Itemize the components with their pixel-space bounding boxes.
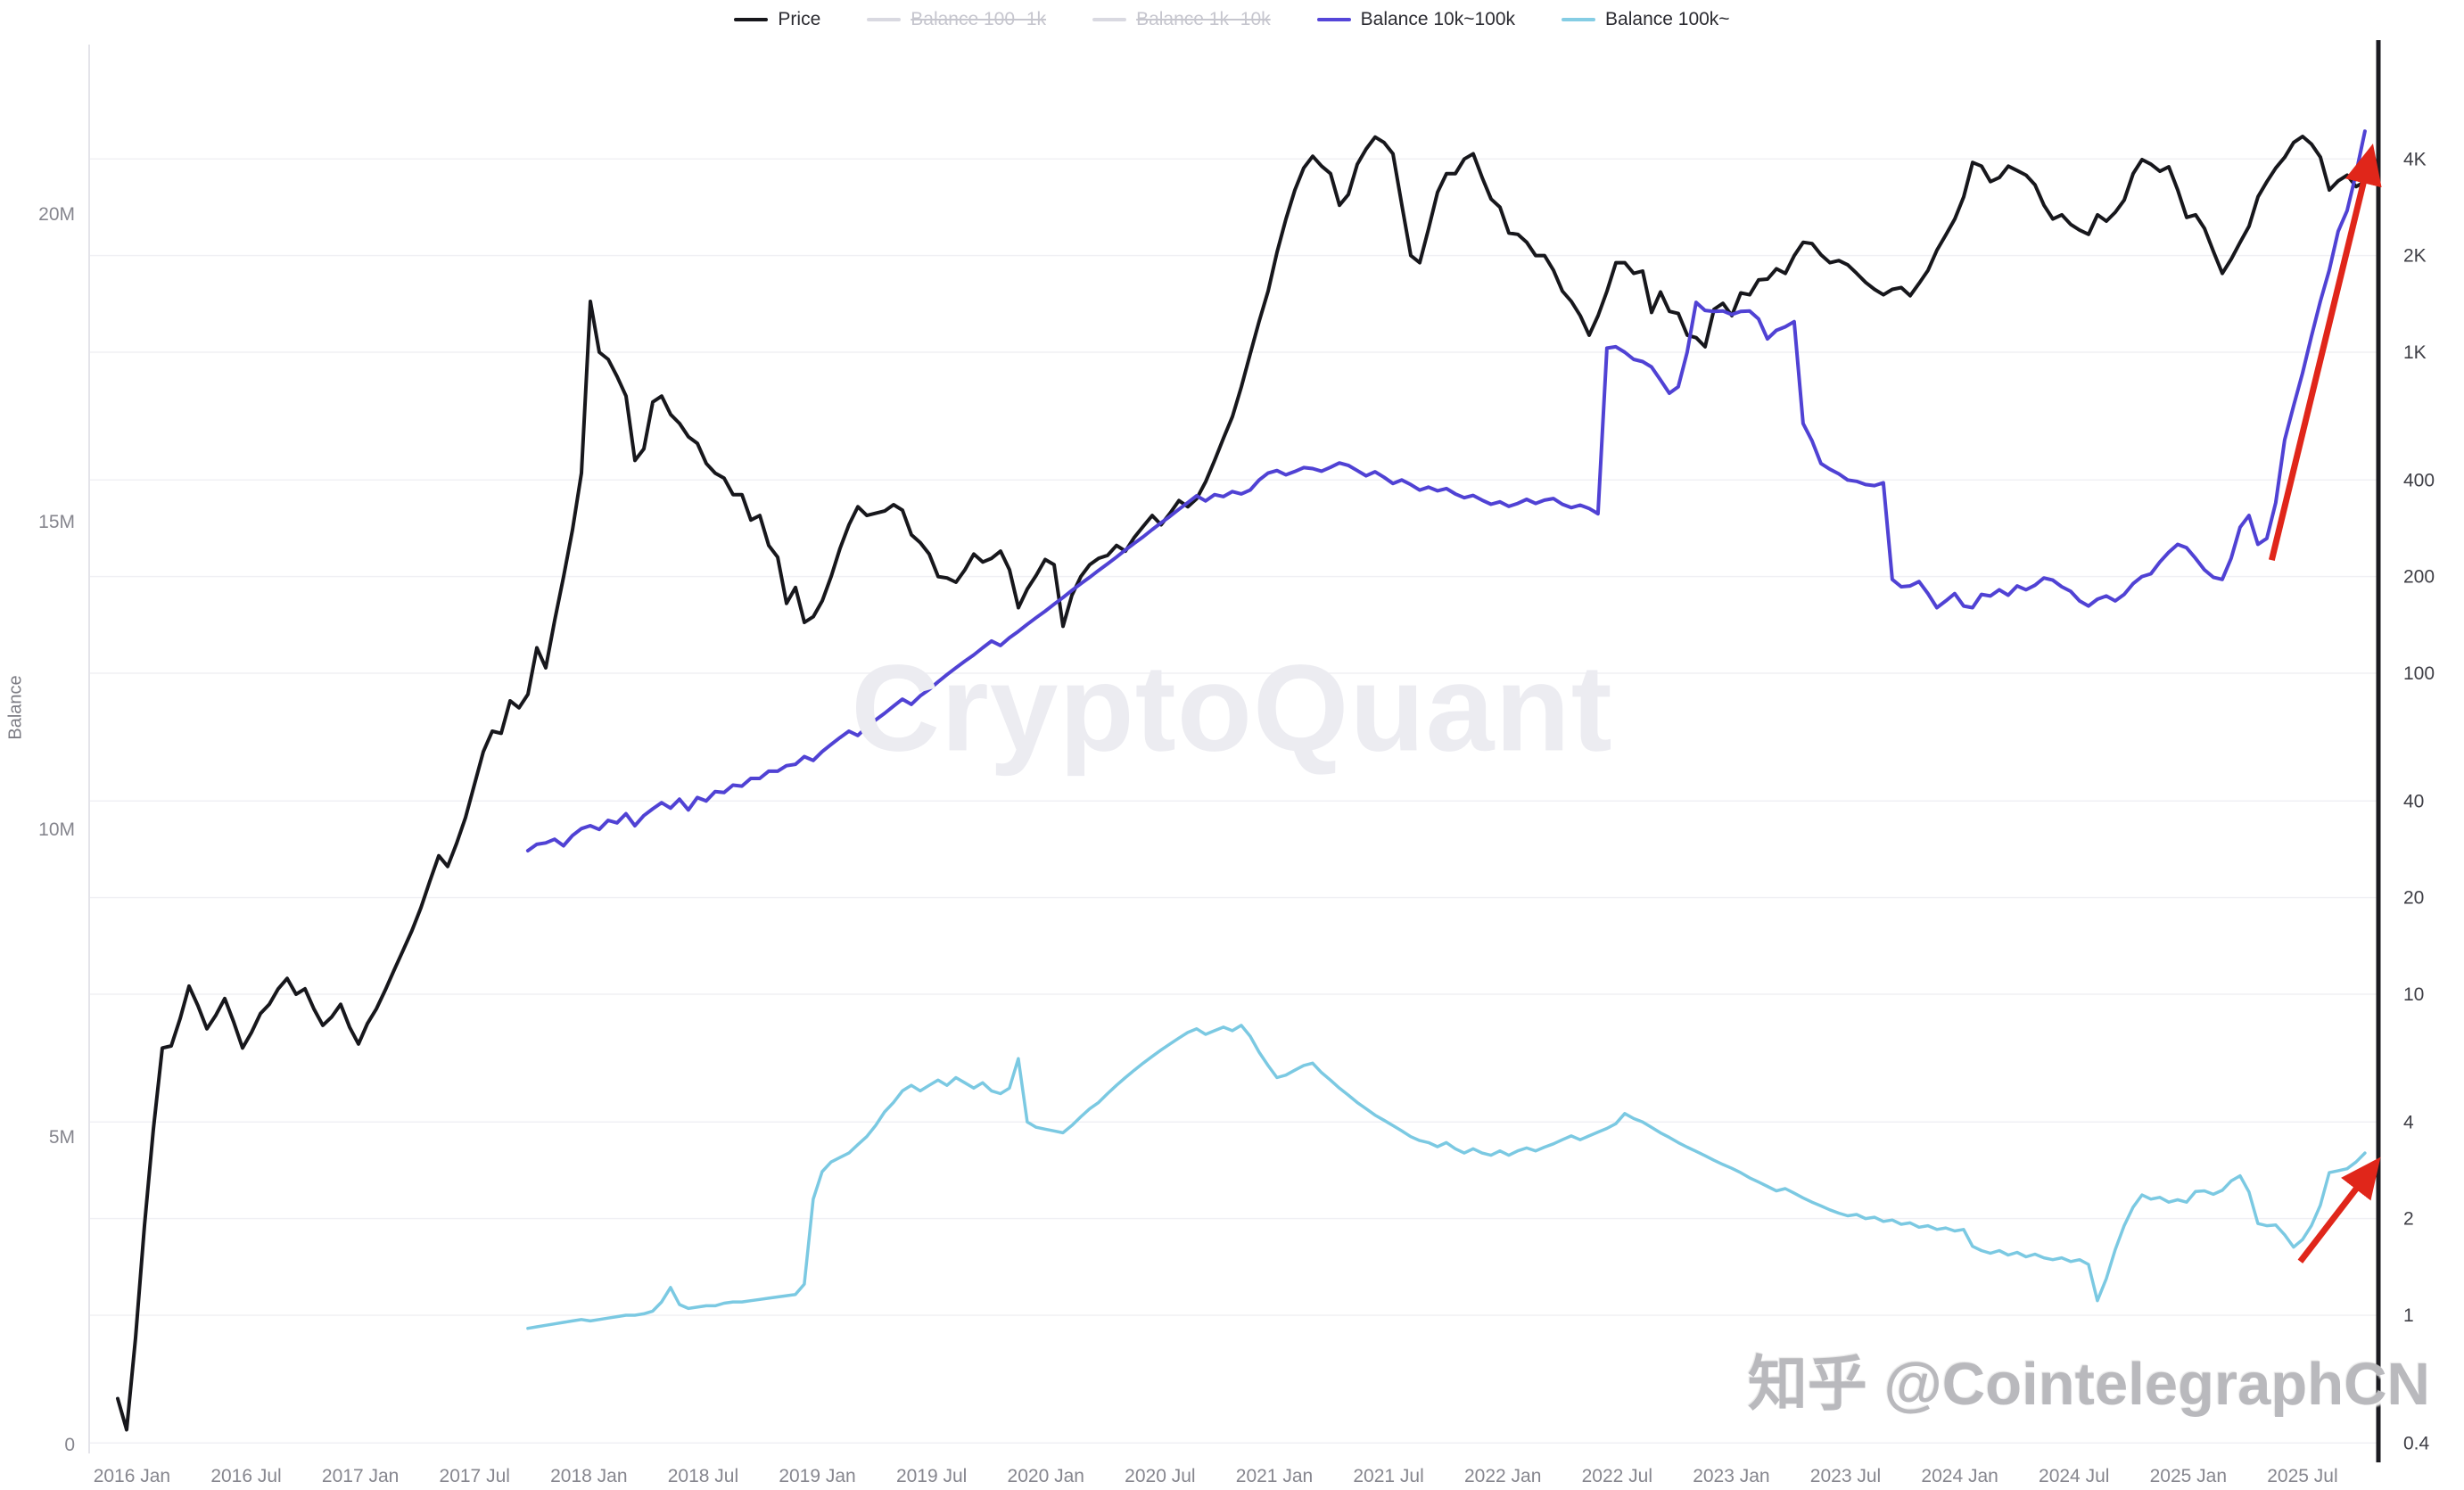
- x-tick-label: 2016 Jan: [94, 1466, 170, 1486]
- legend-label-balance-100-1k: Balance 100 -1k: [911, 9, 1047, 29]
- x-tick-label: 2025 Jul: [2267, 1466, 2337, 1486]
- legend-swatch-balance-1k-10k: [1092, 18, 1127, 21]
- x-tick-label: 2021 Jan: [1236, 1466, 1313, 1486]
- series-line-balance-10k-100k[interactable]: [525, 129, 2367, 852]
- x-tick-label: 2019 Jan: [779, 1466, 855, 1486]
- x-tick-label: 2020 Jan: [1008, 1466, 1084, 1486]
- y-tick-label-left: 0: [64, 1435, 75, 1455]
- x-tick-label: 2018 Jul: [668, 1466, 738, 1486]
- y-tick-label-left: 10M: [38, 819, 75, 840]
- x-tick-label: 2018 Jan: [550, 1466, 627, 1486]
- legend-item-balance-10k-100k[interactable]: Balance 10k~100k: [1316, 9, 1516, 30]
- x-tick-label: 2025 Jan: [2150, 1466, 2227, 1486]
- y-tick-label-right: 400: [2403, 470, 2435, 490]
- x-tick-label: 2022 Jan: [1464, 1466, 1541, 1486]
- x-tick-label: 2023 Jan: [1693, 1466, 1769, 1486]
- left-axis-labels: 20M 15M 10M 5M 0: [38, 204, 75, 1455]
- legend-label-price: Price: [778, 9, 821, 29]
- legend-label-balance-1k-10k: Balance 1k -10k: [1136, 9, 1271, 29]
- y-tick-label-left: 20M: [38, 204, 75, 225]
- x-tick-label: 2017 Jan: [322, 1466, 399, 1486]
- legend-swatch-balance-100k: [1562, 18, 1596, 21]
- x-tick-label: 2019 Jul: [896, 1466, 967, 1486]
- y-tick-label-right: 2K: [2403, 246, 2427, 267]
- x-tick-label: 2020 Jul: [1125, 1466, 1195, 1486]
- annotation-arrow: [2297, 1157, 2381, 1264]
- legend-item-balance-100-1k[interactable]: Balance 100 -1k: [867, 9, 1046, 30]
- y-tick-label-right: 100: [2403, 663, 2435, 684]
- x-tick-label: 2024 Jul: [2039, 1466, 2109, 1486]
- y-tick-label-right: 1K: [2403, 342, 2427, 363]
- y-tick-label-right: 0.4: [2403, 1433, 2430, 1453]
- legend-item-balance-1k-10k[interactable]: Balance 1k -10k: [1092, 9, 1271, 30]
- y-tick-label-right: 2: [2403, 1209, 2414, 1230]
- x-tick-label: 2023 Jul: [1810, 1466, 1881, 1486]
- y-tick-label-right: 40: [2403, 791, 2424, 811]
- y-tick-label-right: 10: [2403, 984, 2424, 1005]
- x-tick-label: 2016 Jul: [210, 1466, 281, 1486]
- legend-swatch-balance-100-1k: [867, 18, 902, 21]
- x-tick-label: 2024 Jan: [1921, 1466, 1998, 1486]
- x-tick-label: 2017 Jul: [440, 1466, 510, 1486]
- legend: Price Balance 100 -1k Balance 1k -10k Balan…: [0, 9, 2464, 30]
- gridlines: [89, 158, 2378, 1445]
- y-tick-label-right: 200: [2403, 567, 2435, 588]
- y-tick-label-left: 5M: [49, 1127, 75, 1148]
- x-axis-labels: 2016 Jan 2016 Jul 2017 Jan 2017 Jul 2018 Jan…: [94, 1466, 2338, 1486]
- cryptoquant-watermark: CryptoQuant: [851, 639, 1613, 778]
- annotation-arrow: [2268, 144, 2382, 562]
- legend-label-balance-10k-100k: Balance 10k~100k: [1360, 9, 1516, 29]
- legend-label-balance-100k: Balance 100k~: [1605, 9, 1730, 29]
- series-line-price[interactable]: [116, 135, 2367, 1432]
- y-tick-label-right: 1: [2403, 1305, 2414, 1326]
- x-tick-label: 2022 Jul: [1582, 1466, 1652, 1486]
- y-tick-label-left: 15M: [38, 512, 75, 532]
- credit-overlay: 知乎 @CointelegraphCN: [1747, 1351, 2430, 1418]
- right-axis-labels: 4K 2K 1K 400 200 100 40 20 10 4 2 1 0.4: [2403, 149, 2435, 1453]
- x-tick-label: 2021 Jul: [1353, 1466, 1423, 1486]
- y-tick-label-right: 4: [2403, 1112, 2414, 1132]
- series-line-balance-100k[interactable]: [526, 1024, 2367, 1330]
- left-axis-title: Balance: [5, 675, 26, 740]
- legend-swatch-price: [734, 18, 769, 21]
- legend-item-balance-100k[interactable]: Balance 100k~: [1562, 9, 1730, 30]
- legend-swatch-balance-10k-100k: [1316, 18, 1351, 21]
- legend-item-price[interactable]: Price: [734, 9, 820, 30]
- y-tick-label-right: 4K: [2403, 149, 2427, 169]
- y-tick-label-right: 20: [2403, 888, 2424, 909]
